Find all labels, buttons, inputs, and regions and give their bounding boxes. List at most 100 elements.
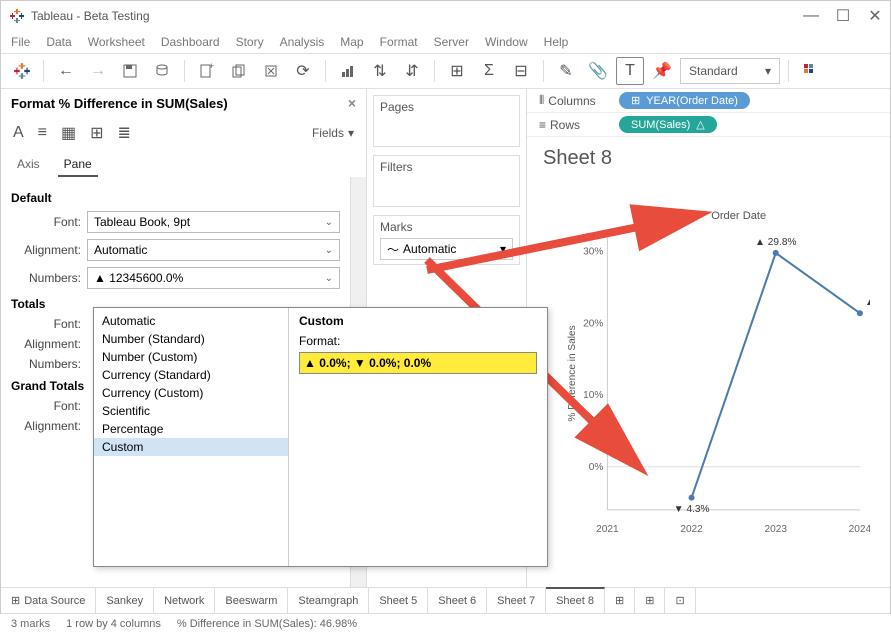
label-font: Font: [11,317,81,331]
tableau-icon[interactable] [13,62,31,80]
highlight-button[interactable]: ✎ [552,57,580,85]
data-source-icon: ⊞ [11,594,20,607]
fit-dropdown[interactable]: Standard ▾ [680,58,780,84]
tab-sankey[interactable]: Sankey [96,588,154,613]
list-item[interactable]: Scientific [94,402,288,420]
show-me-button[interactable] [797,57,825,85]
menu-file[interactable]: File [11,35,30,49]
pages-shelf[interactable]: Pages [373,95,520,147]
tab-steamgraph[interactable]: Steamgraph [288,588,369,613]
svg-text:30%: 30% [583,247,603,258]
line-chart: Order Date% Difference in Sales0%10%20%3… [567,180,870,567]
columns-shelf[interactable]: ⦀Columns ⊞YEAR(Order Date) [527,89,890,113]
menu-server[interactable]: Server [434,35,469,49]
format-panel: Format % Difference in SUM(Sales) × A ≡ … [1,89,367,587]
undo-button[interactable]: ← [52,57,80,85]
rows-icon: ≡ [539,118,546,132]
fit-value: Standard [689,64,738,78]
label-font: Font: [11,399,81,413]
tab-axis[interactable]: Axis [11,153,46,177]
numbers-dropdown[interactable]: ▲ 12345600.0%⌄ [87,267,340,289]
close-button[interactable]: ✕ [868,9,882,23]
rows-shelf[interactable]: ≡Rows SUM(Sales)△ [527,113,890,137]
delta-icon: △ [696,118,704,131]
font-icon[interactable]: A [13,124,24,142]
menu-format[interactable]: Format [380,35,418,49]
status-marks: 3 marks [11,618,50,630]
plus-icon: ⊞ [631,94,640,107]
list-item[interactable]: Currency (Custom) [94,384,288,402]
clear-button[interactable] [257,57,285,85]
menu-dashboard[interactable]: Dashboard [161,35,220,49]
svg-text:2023: 2023 [764,524,787,535]
menu-data[interactable]: Data [46,35,71,49]
format-label: Format: [299,334,537,348]
sort-desc-button[interactable]: ⇵ [398,57,426,85]
menu-analysis[interactable]: Analysis [280,35,325,49]
totals-button[interactable]: Σ [475,57,503,85]
list-item[interactable]: Automatic [94,312,288,330]
group-button[interactable]: ⊞ [443,57,471,85]
tab-network[interactable]: Network [154,588,215,613]
svg-text:▼ 4.3%: ▼ 4.3% [674,504,710,515]
duplicate-button[interactable] [225,57,253,85]
svg-text:+: + [209,63,214,71]
pin-button[interactable]: 📌 [648,57,676,85]
list-item[interactable]: Percentage [94,420,288,438]
sort-asc-button[interactable]: ⇅ [366,57,394,85]
format-close-button[interactable]: × [348,95,356,111]
label-font: Font: [11,215,81,229]
marks-type-dropdown[interactable]: 〜Automatic ▾ [380,238,513,260]
shading-icon[interactable]: ▦ [61,123,76,143]
maximize-button[interactable]: ☐ [836,9,850,23]
menu-map[interactable]: Map [340,35,363,49]
menu-window[interactable]: Window [485,35,528,49]
tab-pane[interactable]: Pane [58,153,98,177]
format-input[interactable]: ▲ 0.0%; ▼ 0.0%; 0.0% [299,352,537,374]
fields-dropdown[interactable]: Fields ▾ [312,126,354,140]
new-data-button[interactable] [148,57,176,85]
refresh-button[interactable]: ⟳ [289,57,317,85]
save-button[interactable] [116,57,144,85]
sheet-title[interactable]: Sheet 8 [527,137,890,180]
menu-story[interactable]: Story [236,35,264,49]
new-story-button[interactable]: ⊡ [665,588,695,613]
menu-worksheet[interactable]: Worksheet [88,35,145,49]
list-item[interactable]: Number (Standard) [94,330,288,348]
list-item-custom[interactable]: Custom [94,438,288,456]
text-button[interactable]: T [616,57,644,85]
new-dashboard-button[interactable]: ⊞ [635,588,665,613]
svg-text:Order Date: Order Date [711,210,766,222]
rows-pill[interactable]: SUM(Sales)△ [619,116,717,133]
marks-card: Marks 〜Automatic ▾ [373,215,520,265]
format-type-list: Automatic Number (Standard) Number (Cust… [94,308,289,566]
tab-sheet6[interactable]: Sheet 6 [428,588,487,613]
list-item[interactable]: Currency (Standard) [94,366,288,384]
lines-icon[interactable]: ≣ [118,123,131,143]
border-icon[interactable]: ⊞ [90,123,103,143]
alignment-dropdown[interactable]: Automatic⌄ [87,239,340,261]
align-icon[interactable]: ≡ [38,124,47,142]
swap-button[interactable] [334,57,362,85]
menu-help[interactable]: Help [544,35,569,49]
filters-shelf[interactable]: Filters [373,155,520,207]
attach-button[interactable]: 📎 [584,57,612,85]
tab-sheet8[interactable]: Sheet 8 [546,587,605,613]
tab-sheet5[interactable]: Sheet 5 [369,588,428,613]
columns-pill[interactable]: ⊞YEAR(Order Date) [619,92,750,109]
redo-button[interactable]: → [84,57,112,85]
labels-button[interactable]: ⊟ [507,57,535,85]
data-source-tab[interactable]: ⊞ Data Source [1,588,96,613]
new-worksheet-button[interactable]: ⊞ [605,588,635,613]
svg-text:% Difference in Sales: % Difference in Sales [567,325,578,421]
svg-text:2024: 2024 [849,524,870,535]
tab-beeswarm[interactable]: Beeswarm [215,588,288,613]
tab-sheet7[interactable]: Sheet 7 [487,588,546,613]
font-dropdown[interactable]: Tableau Book, 9pt⌄ [87,211,340,233]
minimize-button[interactable]: — [804,9,818,23]
label-alignment: Alignment: [11,419,81,433]
list-item[interactable]: Number (Custom) [94,348,288,366]
new-sheet-button[interactable]: + [193,57,221,85]
toolbar: ← → + ⟳ ⇅ ⇵ ⊞ Σ ⊟ ✎ 📎 T 📌 Standard ▾ [1,53,890,89]
svg-text:▲ 21.4%: ▲ 21.4% [865,297,870,308]
